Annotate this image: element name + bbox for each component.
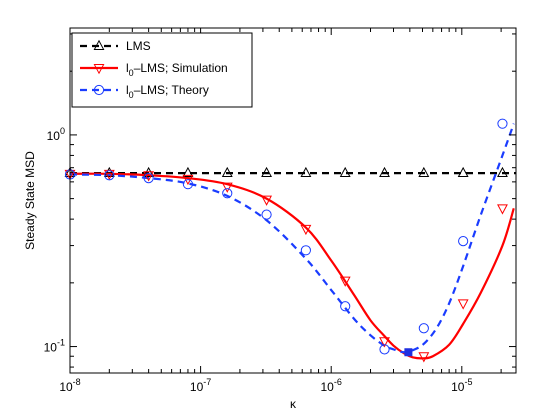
series-0-marker [103, 166, 115, 178]
chart-markers [64, 118, 508, 363]
series-0-marker [261, 166, 273, 178]
legend: LMS l0–LMS; Simulation l0–LMS; Theory [71, 32, 253, 108]
series-2-marker [300, 245, 311, 256]
series-2-marker [340, 301, 351, 312]
series-2-marker [379, 344, 390, 355]
x-tick-label: 10-6 [321, 377, 342, 394]
series-1-marker [300, 224, 312, 236]
series-2-marker [143, 173, 154, 184]
series-1-marker [418, 352, 430, 363]
series-0-marker [182, 166, 194, 178]
x-tick-label: 10-7 [190, 377, 211, 394]
series-1-marker [221, 182, 233, 193]
series-line-1 [70, 172, 515, 360]
series-1-marker [143, 171, 155, 182]
y-tick-label: 10-1 [44, 338, 65, 355]
legend-marker-2 [93, 84, 105, 96]
y-axis-label: Steady State MSD [23, 151, 37, 250]
series-2-marker [497, 118, 508, 129]
legend-marker-1 [93, 64, 105, 75]
series-2-marker [182, 179, 194, 190]
chart-curves [70, 123, 516, 360]
series-2-marker [222, 188, 233, 199]
series-0-marker [300, 166, 312, 178]
series-1-marker [261, 195, 273, 206]
series-1-marker [339, 276, 351, 287]
x-tick-label: 10-5 [451, 377, 472, 394]
series-1-marker [497, 204, 508, 215]
series-0-marker [457, 166, 469, 178]
axis-ticks [69, 28, 516, 373]
series-0-marker [418, 166, 430, 178]
series-0-marker [221, 166, 233, 178]
series-2-marker [104, 170, 115, 181]
x-axis-label: κ [290, 397, 297, 411]
legend-label-0: LMS [126, 39, 151, 53]
series-1-marker [457, 299, 469, 310]
legend-label-1: l0–LMS; Simulation [126, 61, 228, 78]
series-0-marker [339, 166, 351, 178]
y-tick-label: 100 [47, 126, 65, 143]
legend-marker-0 [93, 39, 105, 50]
series-0-marker [379, 166, 390, 178]
x-tick-label: 10-8 [59, 377, 80, 394]
axes-box [69, 27, 517, 374]
series-line-2 [70, 123, 515, 354]
series-2-marker [458, 235, 469, 247]
legend-box [71, 32, 253, 108]
axis-tick-labels: 10-8 10-7 10-6 10-5 10-1 100 [44, 126, 473, 394]
series-0-marker [497, 166, 508, 178]
series-1-marker [379, 337, 390, 348]
series-2-marker [418, 323, 429, 334]
minimum-point-marker [404, 348, 413, 357]
legend-label-2: l0–LMS; Theory [126, 83, 209, 100]
series-2-marker [261, 209, 272, 220]
